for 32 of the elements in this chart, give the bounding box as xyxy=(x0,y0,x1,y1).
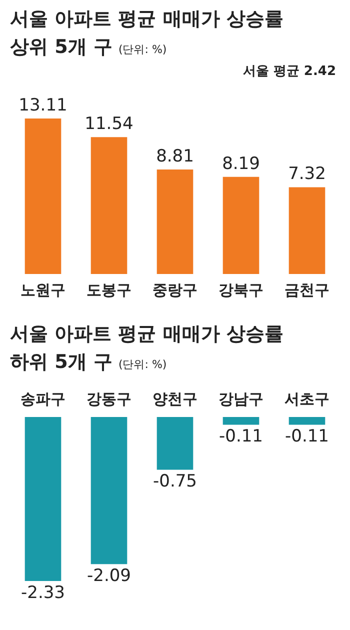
data-label: -2.33 xyxy=(21,582,65,603)
bar xyxy=(90,137,128,274)
chart-subtitle: 상위 5개 구 xyxy=(10,36,112,58)
x-tick-label: 강북구 xyxy=(218,282,264,300)
chart-title: 서울 아파트 평균 매매가 상승률 xyxy=(10,322,284,347)
data-label: 7.32 xyxy=(288,164,326,184)
data-label: -2.09 xyxy=(87,566,131,586)
data-label: 8.19 xyxy=(222,154,260,174)
x-tick-label: 강남구 xyxy=(218,391,264,408)
text: 서울 평균 2.42 xyxy=(242,63,336,80)
data-label: 11.54 xyxy=(84,114,134,134)
chart-title: 서울 아파트 평균 매매가 상승률 xyxy=(10,7,284,32)
data-label: 13.11 xyxy=(18,95,68,116)
bar xyxy=(24,118,62,274)
text: (단위: %) xyxy=(118,358,167,371)
x-tick-label: 도봉구 xyxy=(86,282,132,300)
bar xyxy=(288,187,326,274)
bar xyxy=(156,170,194,274)
x-tick-label: 강동구 xyxy=(86,391,132,408)
x-tick-label: 중랑구 xyxy=(152,282,198,300)
data-label: 8.81 xyxy=(156,146,194,166)
data-label: -0.75 xyxy=(153,472,197,492)
x-tick-label: 서초구 xyxy=(284,391,330,408)
x-tick-label: 금천구 xyxy=(284,282,330,300)
text: (단위: %) xyxy=(118,43,167,56)
data-label: -0.11 xyxy=(285,426,329,447)
x-tick-label: 송파구 xyxy=(20,391,66,408)
data-label: -0.11 xyxy=(219,426,263,447)
x-tick-label: 양천구 xyxy=(152,391,198,408)
chart-subtitle: 하위 5개 구 xyxy=(10,351,112,373)
bar xyxy=(222,176,260,274)
x-tick-label: 노원구 xyxy=(20,282,66,300)
